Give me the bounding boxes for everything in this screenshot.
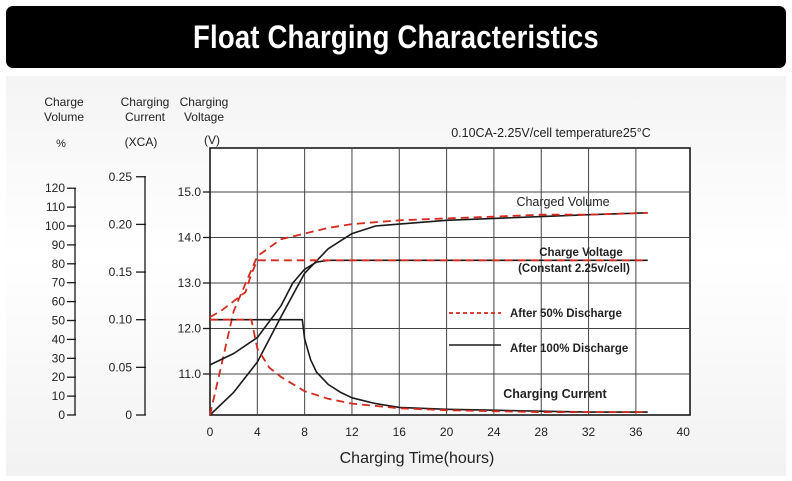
x-tick-label: 24 — [487, 425, 501, 439]
annotation-text: 0.10CA-2.25V/cell temperature25°C — [451, 126, 651, 140]
volume-tick-label: 50 — [52, 314, 66, 328]
volume-tick-label: 100 — [45, 219, 65, 233]
voltage-tick-label: 11.0 — [179, 367, 202, 381]
x-tick-label: 36 — [629, 425, 643, 439]
x-tick-label: 28 — [535, 425, 549, 439]
volume-dashed-series-line — [209, 211, 648, 416]
volume-tick-label: 10 — [52, 389, 66, 403]
volume-tick-label: 30 — [52, 351, 66, 365]
current-tick-label: 0.25 — [109, 170, 133, 184]
current-axis-header: Current — [125, 110, 166, 124]
page-title: Float Charging Characteristics — [193, 18, 599, 55]
current-tick-label: 0.20 — [109, 217, 133, 231]
x-axis-title: Charging Time(hours) — [340, 450, 495, 467]
voltage-axis-unit: (V) — [204, 133, 220, 147]
x-tick-label: 32 — [582, 425, 596, 439]
curve-label-charging-current: Charging Current — [503, 387, 607, 401]
current-tick-label: 0.05 — [109, 360, 133, 374]
x-tick-label: 20 — [440, 425, 454, 439]
volume-tick-label: 120 — [45, 181, 65, 195]
volume-tick-label: 110 — [46, 200, 65, 214]
legend-label-100: After 100% Discharge — [510, 343, 628, 355]
current-tick-label: 0.15 — [109, 265, 133, 279]
volume-tick-label: 20 — [52, 370, 66, 384]
volume-tick-label: 60 — [52, 295, 66, 309]
current-solid-series-line — [210, 318, 648, 413]
voltage-tick-label: 14.0 — [178, 231, 202, 245]
curve-label-constant-voltage: (Constant 2.25v/cell) — [518, 263, 630, 275]
voltage-axis-header: Voltage — [184, 110, 224, 124]
volume-tick-label: 70 — [52, 276, 66, 290]
voltage-axis-header: Charging — [180, 95, 229, 109]
volume-tick-label: 80 — [52, 257, 66, 271]
x-tick-label: 12 — [345, 425, 359, 439]
title-bar: Float Charging Characteristics — [6, 6, 786, 68]
x-tick-label: 0 — [207, 425, 214, 439]
current-dashed-series-line — [210, 318, 648, 414]
voltage-tick-label: 15.0 — [178, 185, 202, 199]
voltage-tick-label: 12.0 — [178, 322, 202, 336]
legend-label-50: After 50% Discharge — [510, 308, 622, 320]
current-tick-label: 0.10 — [109, 313, 133, 327]
volume-axis-unit: % — [56, 138, 66, 150]
volume-axis-header: Volume — [44, 110, 84, 124]
voltage-tick-label: 13.0 — [178, 276, 202, 290]
x-tick-label: 40 — [677, 425, 691, 439]
curve-label-charge-voltage: Charge Voltage — [539, 247, 623, 259]
volume-tick-label: 90 — [52, 238, 66, 252]
volume-solid-series-line — [209, 212, 648, 416]
volume-tick-label: 0 — [58, 408, 65, 422]
voltage-solid-series-line — [209, 259, 648, 366]
volume-tick-label: 40 — [52, 332, 66, 346]
current-tick-label: 0 — [125, 408, 132, 422]
current-axis-unit: (XCA) — [125, 135, 158, 149]
x-tick-label: 16 — [393, 425, 407, 439]
current-axis-header: Charging — [121, 95, 170, 109]
x-tick-label: 4 — [254, 425, 261, 439]
plot-area — [209, 147, 691, 416]
x-tick-label: 8 — [301, 425, 308, 439]
curve-label-charged-volume: Charged Volume — [516, 195, 609, 209]
volume-axis-header: Charge — [44, 95, 84, 109]
